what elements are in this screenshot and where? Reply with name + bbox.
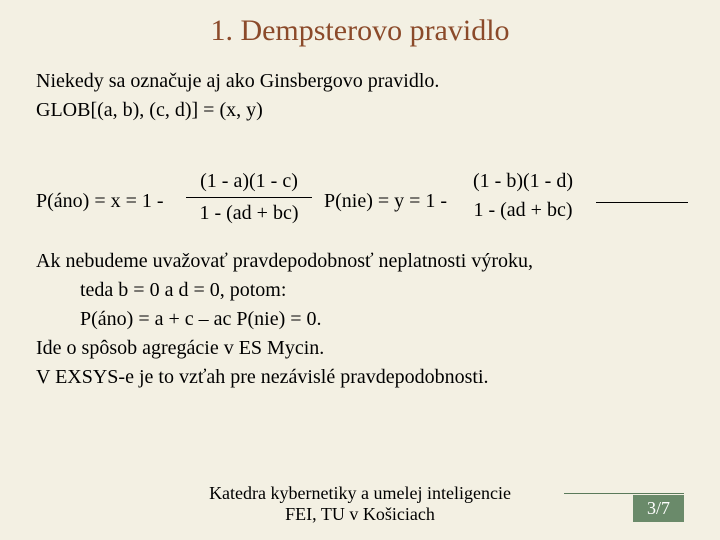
line-2: GLOB[(a, b), (c, d)] = (x, y): [36, 97, 684, 124]
para-1-b: teda b = 0 a d = 0, potom:: [36, 277, 684, 304]
slide-body: Niekedy sa označuje aj ako Ginsbergovo p…: [0, 68, 720, 391]
right-numerator: (1 - b)(1 - d): [460, 168, 586, 195]
page-number: 3/7: [633, 495, 684, 522]
formula-row: P(áno) = x = 1 - (1 - a)(1 - c) 1 - (ad …: [36, 154, 684, 244]
para-1-a: Ak nebudeme uvažovať pravdepodobnosť nep…: [36, 248, 684, 275]
left-numerator: (1 - a)(1 - c): [186, 168, 312, 195]
page-accent-line: [564, 493, 684, 494]
right-rule: [596, 202, 688, 203]
line-1: Niekedy sa označuje aj ako Ginsbergovo p…: [36, 68, 684, 95]
fraction-right: (1 - b)(1 - d) 1 - (ad + bc): [460, 168, 586, 224]
left-denominator: 1 - (ad + bc): [186, 200, 312, 227]
right-denominator: 1 - (ad + bc): [460, 197, 586, 224]
para-2: Ide o spôsob agregácie v ES Mycin.: [36, 335, 684, 362]
footer: Katedra kybernetiky a umelej inteligenci…: [0, 483, 720, 526]
fraction-left: (1 - a)(1 - c) 1 - (ad + bc): [186, 168, 312, 227]
para-3: V EXSYS-e je to vzťah pre nezávislé prav…: [36, 364, 684, 391]
slide-title: 1. Dempsterovo pravidlo: [0, 0, 720, 68]
p-no-label: P(nie) = y = 1 -: [324, 188, 447, 215]
para-1-c: P(áno) = a + c – ac P(nie) = 0.: [36, 306, 684, 333]
footer-line-2: FEI, TU v Košiciach: [0, 504, 720, 526]
p-yes-label: P(áno) = x = 1 -: [36, 188, 164, 215]
